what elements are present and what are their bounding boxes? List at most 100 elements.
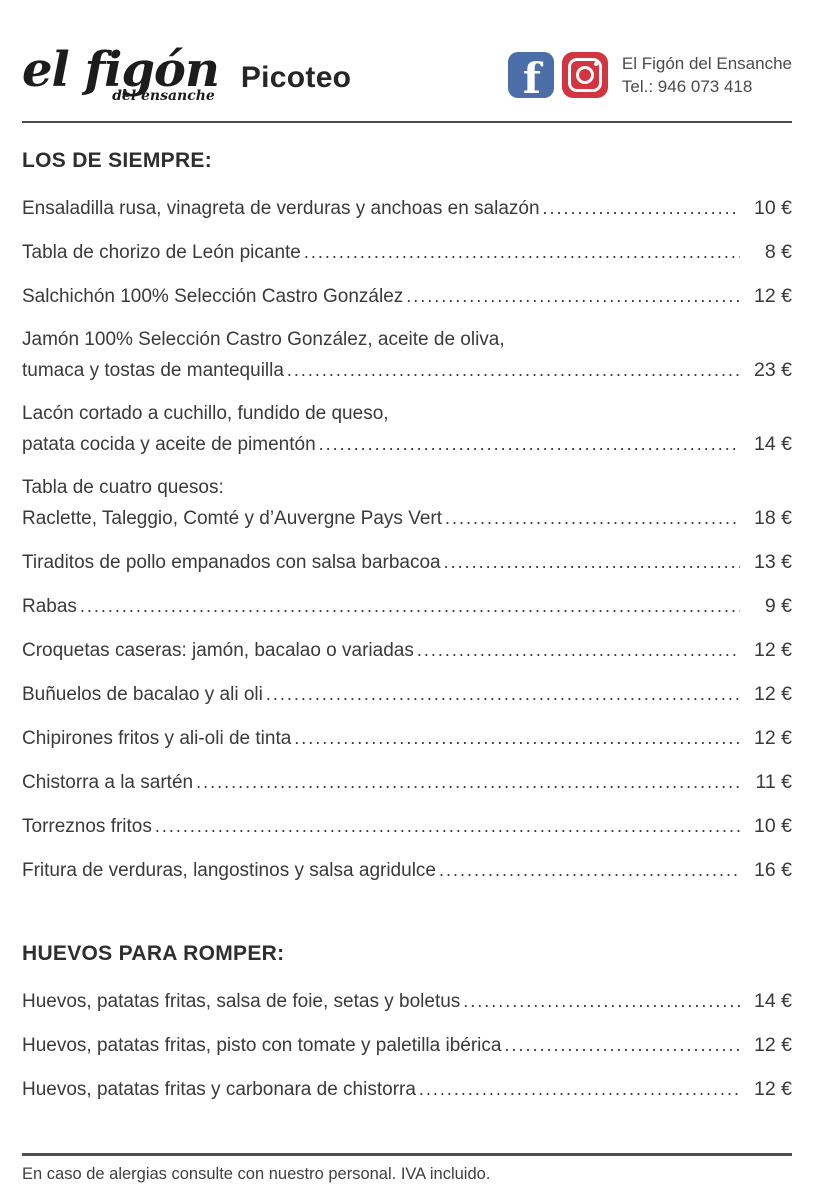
menu-item-price: 10 € <box>754 815 792 837</box>
menu-item: Huevos, patatas fritas, salsa de foie, s… <box>22 986 792 1017</box>
menu-item-price: 18 € <box>754 507 792 529</box>
menu-item-price: 14 € <box>754 990 792 1012</box>
item-extra-lines: Jamón 100% Selección Castro González, ac… <box>22 325 792 355</box>
menu-section: HUEVOS PARA ROMPER: Huevos, patatas frit… <box>22 942 792 1105</box>
menu-item-price: 14 € <box>754 433 792 455</box>
instagram-lens <box>575 65 594 84</box>
menu-item-name: Tiraditos de pollo empanados con salsa b… <box>22 552 441 573</box>
menu-item: Tabla de cuatro quesos: Raclette, Talegg… <box>22 473 792 534</box>
brand: el figón del ensanche Picoteo <box>22 41 352 104</box>
menu-item-name: Huevos, patatas fritas y carbonara de ch… <box>22 1079 416 1100</box>
dot-leader: ........................................… <box>443 552 740 572</box>
page-title: Picoteo <box>240 60 352 94</box>
menu-item: Salchichón 100% Selección Castro Gonzále… <box>22 281 792 312</box>
menu-item-line: Jamón 100% Selección Castro González, ac… <box>22 329 505 350</box>
item-row: Buñuelos de bacalao y ali oli ..........… <box>22 679 792 710</box>
menu-item: Ensaladilla rusa, vinagreta de verduras … <box>22 193 792 224</box>
menu-item-name: Ensaladilla rusa, vinagreta de verduras … <box>22 198 540 219</box>
menu-item-name: tumaca y tostas de mantequilla <box>22 360 284 381</box>
logo-sub-text: del ensanche <box>112 87 215 104</box>
menu-item-price: 23 € <box>754 359 792 381</box>
dot-leader: ........................................… <box>318 434 740 454</box>
menu-item: Croquetas caseras: jamón, bacalao o vari… <box>22 635 792 666</box>
contact-phone: Tel.: 946 073 418 <box>621 76 753 96</box>
section-heading: LOS DE SIEMPRE: <box>22 149 213 172</box>
menu-item-price: 12 € <box>754 639 792 661</box>
section-heading: HUEVOS PARA ROMPER: <box>22 942 285 965</box>
menu-item-name: Fritura de verduras, langostinos y salsa… <box>22 860 436 881</box>
item-row: patata cocida y aceite de pimentón .....… <box>22 429 792 460</box>
menu-item: Lacón cortado a cuchillo, fundido de que… <box>22 399 792 460</box>
menu-item: Rabas ..................................… <box>22 591 792 622</box>
menu-item: Buñuelos de bacalao y ali oli ..........… <box>22 679 792 710</box>
dot-leader: ........................................… <box>294 728 740 748</box>
menu-item-price: 12 € <box>754 1078 792 1100</box>
dot-leader: ........................................… <box>438 860 740 880</box>
dot-leader: ........................................… <box>542 198 740 218</box>
item-row: Croquetas caseras: jamón, bacalao o vari… <box>22 635 792 666</box>
logo-main-text: el figón <box>22 41 220 98</box>
dot-leader: ........................................… <box>504 1035 740 1055</box>
item-row: Huevos, patatas fritas, salsa de foie, s… <box>22 986 792 1017</box>
contact-block: El Figón del Ensanche Tel.: 946 073 418 <box>622 52 792 98</box>
menu-item-name: Chipirones fritos y ali-oli de tinta <box>22 728 292 749</box>
item-extra-lines: Lacón cortado a cuchillo, fundido de que… <box>22 399 792 429</box>
menu-item-name: Salchichón 100% Selección Castro Gonzále… <box>22 286 404 307</box>
facebook-f-glyph: f <box>522 53 541 98</box>
menu-item-name: Rabas <box>22 596 77 617</box>
menu-item-line: Lacón cortado a cuchillo, fundido de que… <box>22 403 389 424</box>
menu-item-price: 10 € <box>754 197 792 219</box>
instagram-icon[interactable] <box>561 51 608 98</box>
menu-item-name: Huevos, patatas fritas, salsa de foie, s… <box>22 991 461 1012</box>
item-row: Chipirones fritos y ali-oli de tinta ...… <box>22 723 792 754</box>
section-items: Ensaladilla rusa, vinagreta de verduras … <box>22 193 792 886</box>
item-row: Chistorra a la sartén ..................… <box>22 767 792 798</box>
menu-item-price: 12 € <box>754 1034 792 1056</box>
item-row: Huevos, patatas fritas, pisto con tomate… <box>22 1030 792 1061</box>
menu-item-price: 16 € <box>754 859 792 881</box>
menu-sections: LOS DE SIEMPRE: Ensaladilla rusa, vinagr… <box>22 123 792 1118</box>
menu-item: Huevos, patatas fritas y carbonara de ch… <box>22 1074 792 1105</box>
menu-item: Huevos, patatas fritas, pisto con tomate… <box>22 1030 792 1061</box>
instagram-frame <box>567 57 602 92</box>
menu-item-line: Tabla de cuatro quesos: <box>22 477 224 498</box>
menu-item-name: Torreznos fritos <box>22 816 152 837</box>
item-row: Tabla de chorizo de León picante .......… <box>22 237 792 268</box>
menu-item: Chipirones fritos y ali-oli de tinta ...… <box>22 723 792 754</box>
menu-item-price: 11 € <box>755 771 792 793</box>
allergy-note: En caso de alergias consulte con nuestro… <box>22 1165 491 1183</box>
item-row: Salchichón 100% Selección Castro Gonzále… <box>22 281 792 312</box>
menu-item-price: 9 € <box>764 595 792 617</box>
header-right: f El Figón del Ensanche Tel.: 946 073 41… <box>507 51 792 98</box>
menu-item-price: 12 € <box>754 285 792 307</box>
item-row: Torreznos fritos .......................… <box>22 811 792 842</box>
menu-item: Chistorra a la sartén ..................… <box>22 767 792 798</box>
section-items: Huevos, patatas fritas, salsa de foie, s… <box>22 986 792 1105</box>
item-row: tumaca y tostas de mantequilla .........… <box>22 355 792 386</box>
header: el figón del ensanche Picoteo f El Figón… <box>22 0 792 121</box>
menu-item-name: Chistorra a la sartén <box>22 772 194 793</box>
dot-leader: ........................................… <box>406 286 740 306</box>
menu-item: Torreznos fritos .......................… <box>22 811 792 842</box>
item-row: Rabas ..................................… <box>22 591 792 622</box>
menu-item-name: Huevos, patatas fritas, pisto con tomate… <box>22 1035 502 1056</box>
restaurant-logo: el figón del ensanche <box>22 41 220 104</box>
menu-section: LOS DE SIEMPRE: Ensaladilla rusa, vinagr… <box>22 149 792 886</box>
dot-leader: ........................................… <box>196 772 740 792</box>
menu-item: Tabla de chorizo de León picante .......… <box>22 237 792 268</box>
menu-item-name: patata cocida y aceite de pimentón <box>22 434 316 455</box>
menu-item-name: Raclette, Taleggio, Comté y d’Auvergne P… <box>22 508 442 529</box>
menu-item-name: Tabla de chorizo de León picante <box>22 242 301 263</box>
footer: En caso de alergias consulte con nuestro… <box>22 1153 792 1200</box>
menu-item-price: 12 € <box>754 727 792 749</box>
menu-item-price: 12 € <box>754 683 792 705</box>
footer-divider <box>22 1153 792 1156</box>
menu-item-name: Buñuelos de bacalao y ali oli <box>22 684 263 705</box>
header-divider <box>22 121 792 123</box>
menu-item-price: 13 € <box>754 551 792 573</box>
instagram-dot <box>593 61 598 66</box>
contact-name: El Figón del Ensanche <box>621 53 792 73</box>
dot-leader: ........................................… <box>418 1079 740 1099</box>
facebook-icon[interactable]: f <box>507 51 554 98</box>
